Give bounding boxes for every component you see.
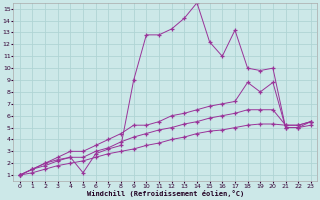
X-axis label: Windchill (Refroidissement éolien,°C): Windchill (Refroidissement éolien,°C) [87,190,244,197]
